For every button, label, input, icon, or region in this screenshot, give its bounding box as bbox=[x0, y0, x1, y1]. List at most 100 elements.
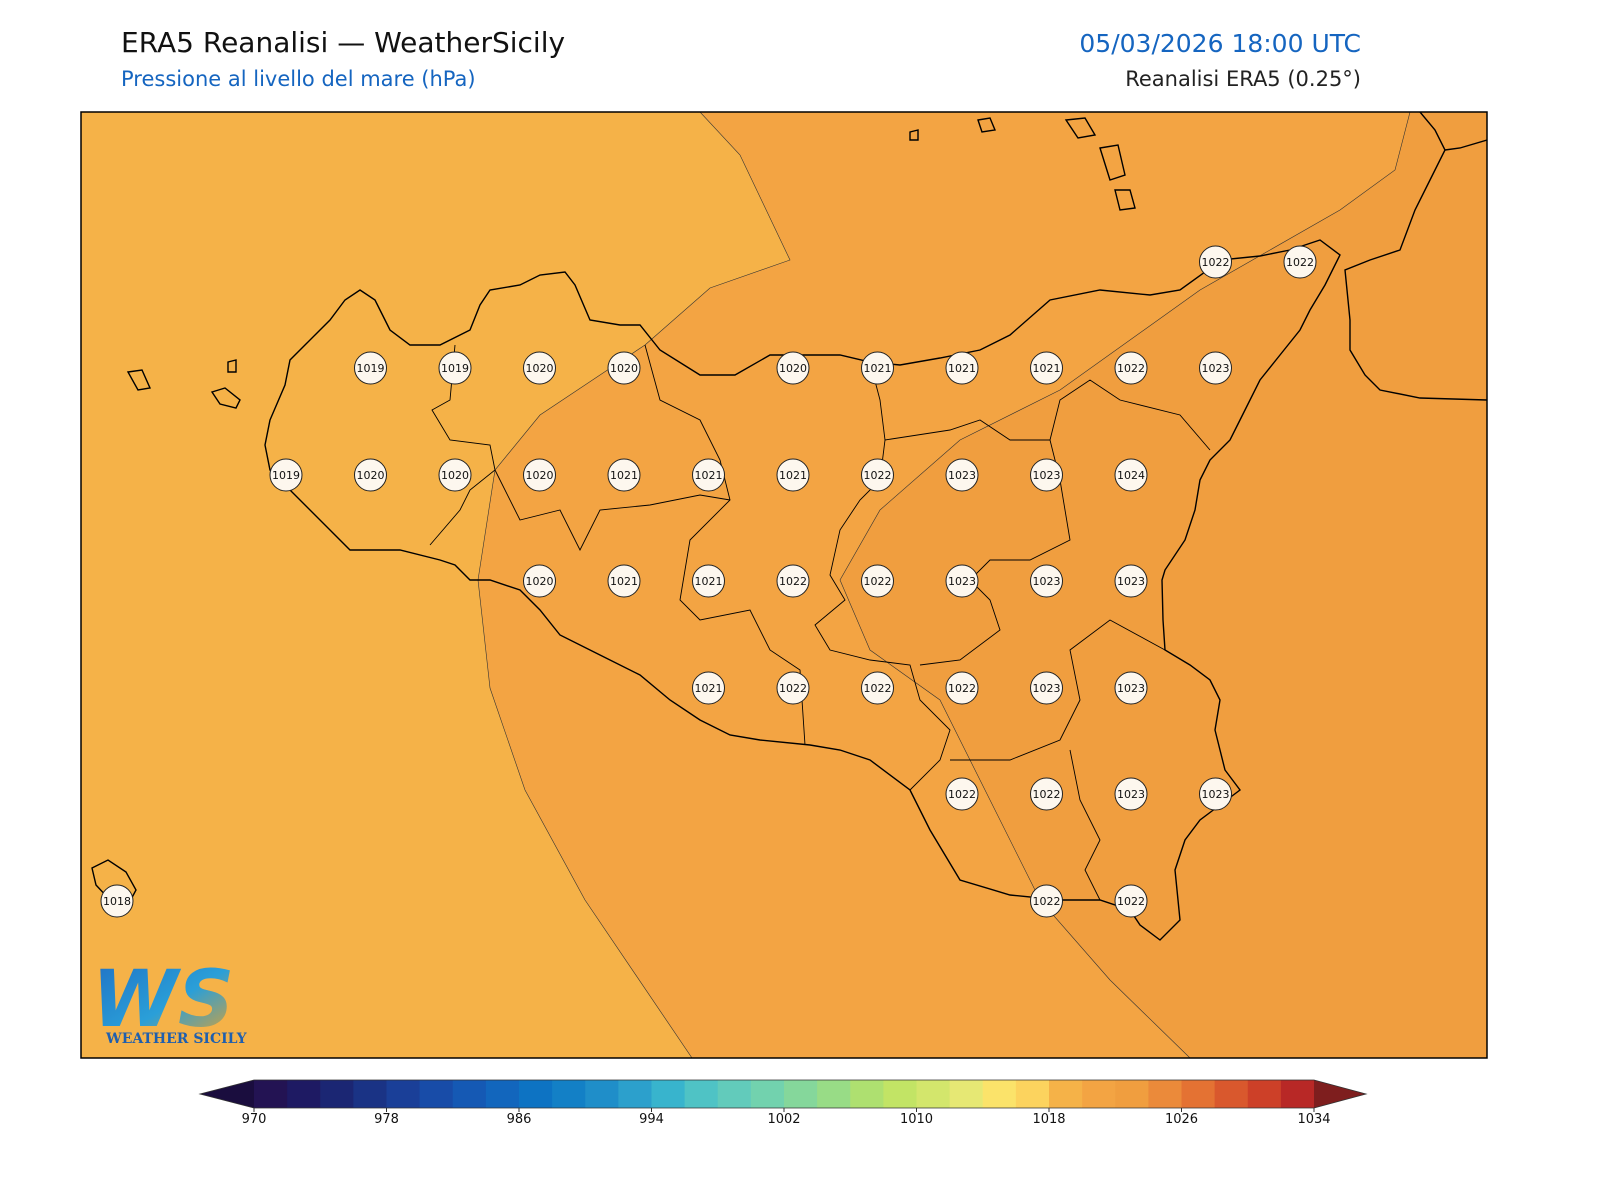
colorbar-bin bbox=[1181, 1080, 1216, 1108]
colorbar-bin bbox=[717, 1080, 752, 1108]
station-marker bbox=[1283, 245, 1317, 279]
station-marker bbox=[354, 458, 387, 492]
logo-text: WEATHER SICILY bbox=[105, 1031, 248, 1047]
station-marker bbox=[861, 351, 894, 385]
source: Reanalisi ERA5 (0.25°) bbox=[1125, 67, 1361, 91]
station-value: 1022 bbox=[1117, 895, 1145, 908]
station-marker bbox=[1199, 351, 1232, 385]
station-marker bbox=[945, 777, 979, 811]
colorbar: 970 978 986 994 1002 1010 1018 1026 1034 bbox=[198, 1079, 1368, 1127]
station-marker bbox=[523, 564, 556, 598]
station-marker bbox=[776, 458, 810, 492]
station-value: 1021 bbox=[695, 682, 723, 695]
station-marker bbox=[523, 458, 556, 492]
map-frame bbox=[80, 111, 1488, 1059]
station-marker bbox=[692, 564, 725, 598]
station-value: 1023 bbox=[1202, 788, 1230, 801]
station-value: 1021 bbox=[695, 469, 723, 482]
colorbar-tick-label: 1018 bbox=[1032, 1112, 1065, 1127]
station-marker bbox=[1030, 564, 1063, 598]
colorbar-tick-label: 970 bbox=[242, 1112, 267, 1127]
colorbar-bin bbox=[618, 1080, 652, 1108]
station-marker bbox=[1114, 777, 1148, 811]
colorbar-bin bbox=[353, 1080, 387, 1108]
colorbar-bin bbox=[750, 1080, 785, 1108]
colorbar-bin bbox=[386, 1080, 421, 1108]
station-value: 1020 bbox=[357, 469, 385, 482]
pressure-zone bbox=[840, 112, 1487, 1058]
station-marker bbox=[945, 671, 979, 705]
island bbox=[210, 387, 241, 409]
subtitle: Pressione al livello del mare (hPa) bbox=[121, 67, 476, 91]
station-marker bbox=[354, 351, 387, 385]
station-value: 1022 bbox=[1117, 362, 1145, 375]
colorbar-bin bbox=[1247, 1080, 1282, 1108]
colorbar-bin bbox=[419, 1080, 454, 1108]
colorbar-bin bbox=[320, 1080, 354, 1108]
station-marker bbox=[1030, 777, 1063, 811]
station-marker bbox=[1114, 884, 1148, 918]
colorbar-bin bbox=[684, 1080, 719, 1108]
colorbar-bin bbox=[1214, 1080, 1249, 1108]
station-marker bbox=[438, 458, 472, 492]
station-marker bbox=[945, 351, 979, 385]
colorbar-tick-label: 994 bbox=[639, 1112, 664, 1127]
station-value: 1019 bbox=[272, 469, 300, 482]
station-value: 1022 bbox=[1033, 895, 1061, 908]
station-marker bbox=[861, 458, 894, 492]
station-marker bbox=[1114, 351, 1148, 385]
station-marker bbox=[861, 671, 894, 705]
station-value: 1021 bbox=[1033, 362, 1061, 375]
island bbox=[1099, 144, 1126, 181]
station-value: 1023 bbox=[1033, 682, 1061, 695]
colorbar-bin bbox=[1148, 1080, 1182, 1108]
station-marker bbox=[776, 671, 810, 705]
station-value: 1019 bbox=[441, 362, 469, 375]
station-marker bbox=[523, 351, 556, 385]
colorbar-bin bbox=[784, 1080, 818, 1108]
colorbar-bin bbox=[552, 1080, 586, 1108]
province-border bbox=[919, 439, 1071, 666]
station-marker bbox=[607, 564, 641, 598]
colorbar-bin bbox=[982, 1080, 1017, 1108]
colorbar-bin bbox=[916, 1080, 951, 1108]
station-value: 1022 bbox=[864, 469, 892, 482]
station-value: 1023 bbox=[948, 575, 976, 588]
province-border bbox=[1069, 749, 1101, 901]
island bbox=[909, 129, 919, 141]
colorbar-extend-low bbox=[200, 1080, 254, 1108]
station-value: 1018 bbox=[103, 895, 131, 908]
station-value: 1020 bbox=[526, 362, 554, 375]
station-value: 1019 bbox=[357, 362, 385, 375]
station-value: 1021 bbox=[610, 469, 638, 482]
island bbox=[1114, 189, 1136, 211]
colorbar-bin bbox=[1082, 1080, 1116, 1108]
station-marker bbox=[438, 351, 472, 385]
station-marker bbox=[1199, 245, 1232, 279]
island bbox=[1064, 117, 1097, 139]
station-marker bbox=[1030, 458, 1063, 492]
island bbox=[126, 369, 152, 391]
island bbox=[977, 117, 996, 133]
isobar bbox=[839, 112, 1411, 1058]
station-marker bbox=[607, 351, 641, 385]
colorbar-bin bbox=[485, 1080, 520, 1108]
station-value: 1021 bbox=[610, 575, 638, 588]
colorbar-tick-label: 1010 bbox=[900, 1112, 933, 1127]
station-value: 1022 bbox=[948, 788, 976, 801]
station-marker bbox=[945, 564, 979, 598]
colorbar-bin bbox=[1049, 1080, 1083, 1108]
province-border bbox=[494, 469, 731, 552]
station-value: 1021 bbox=[948, 362, 976, 375]
station-value: 1020 bbox=[526, 469, 554, 482]
province-border bbox=[429, 344, 496, 546]
station-marker bbox=[1199, 777, 1232, 811]
station-value: 1021 bbox=[864, 362, 892, 375]
station-marker bbox=[1030, 884, 1063, 918]
station-value: 1022 bbox=[948, 682, 976, 695]
colorbar-tick-label: 1002 bbox=[767, 1112, 800, 1127]
station-value: 1022 bbox=[1033, 788, 1061, 801]
station-marker bbox=[1114, 564, 1148, 598]
station-marker bbox=[692, 458, 725, 492]
province-border bbox=[644, 344, 806, 746]
